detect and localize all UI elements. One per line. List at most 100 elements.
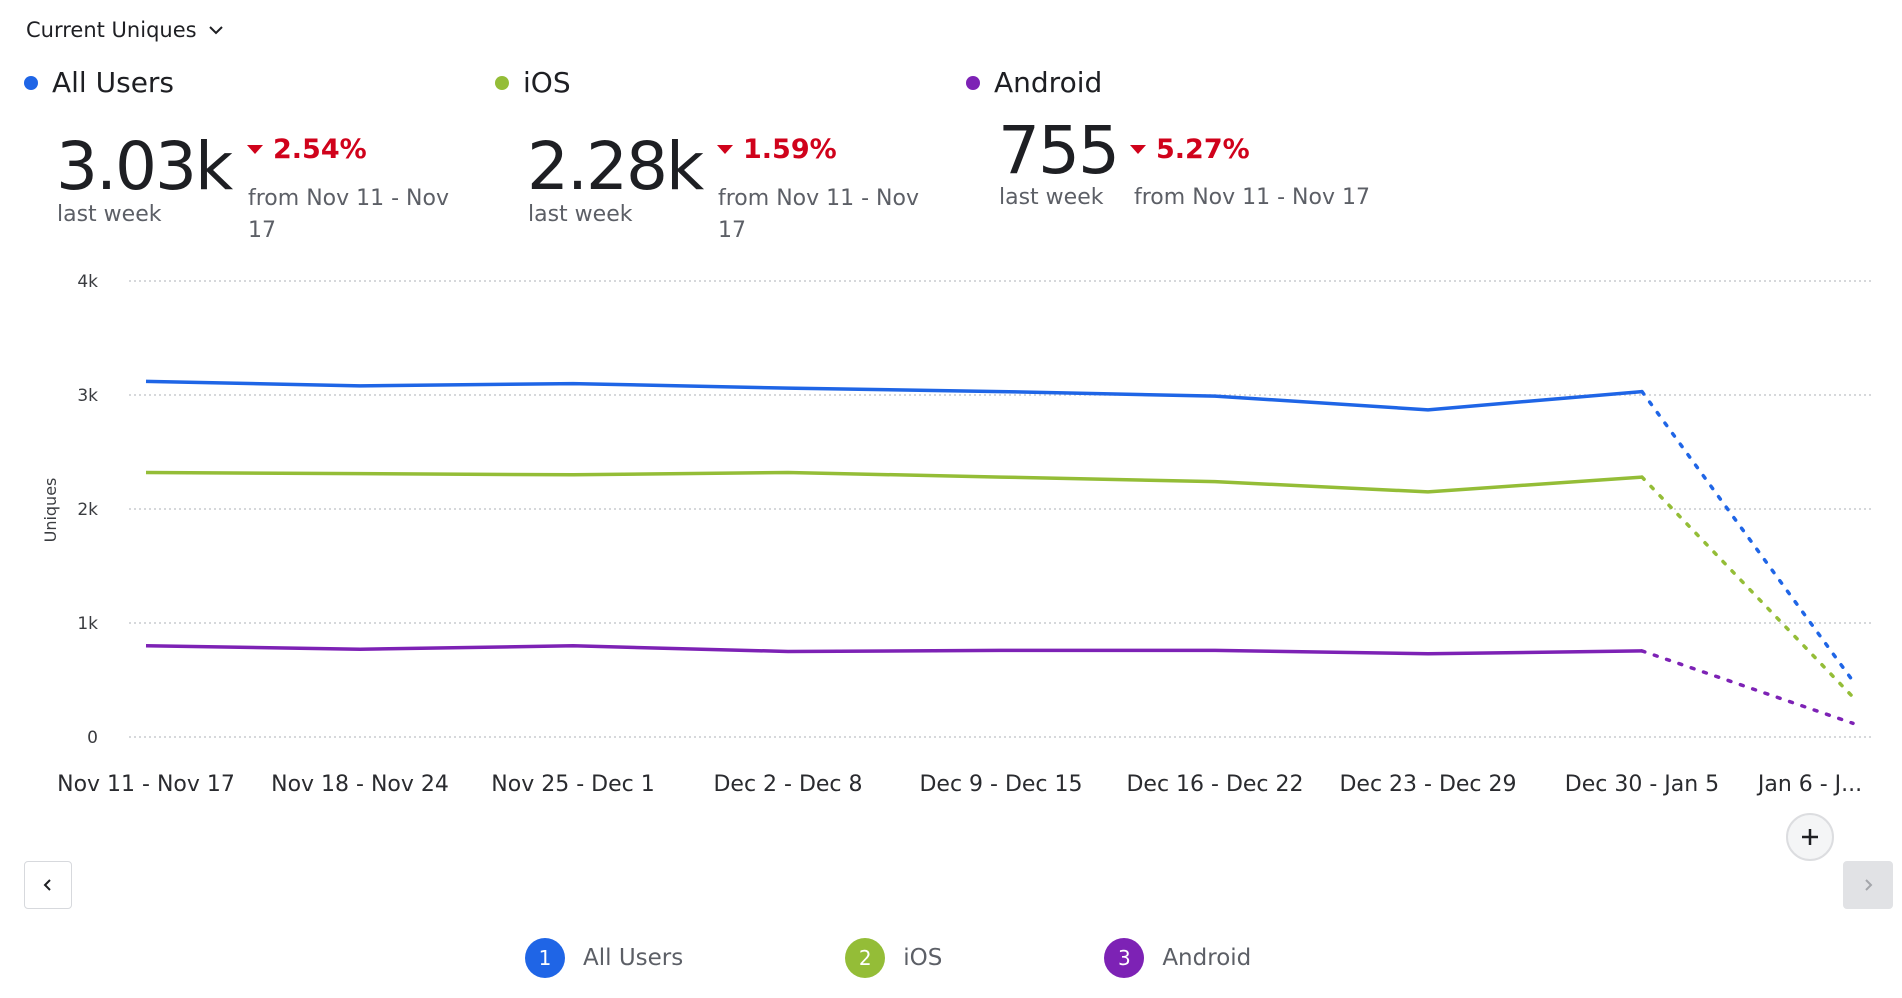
data-point[interactable] [1209, 390, 1221, 402]
data-point[interactable] [1422, 404, 1434, 416]
data-point[interactable] [1636, 386, 1648, 398]
summary-ios: iOS [495, 66, 571, 99]
chart-legend: 1 All Users 2 iOS 3 Android [525, 938, 1251, 978]
legend-label: All Users [583, 945, 684, 971]
summary-from: from Nov 11 - Nov 17 [718, 183, 919, 247]
all-users-dot-icon [24, 75, 38, 90]
data-point[interactable] [1636, 471, 1648, 483]
legend-badge: 1 [525, 938, 565, 978]
x-tick-label: Jan 6 - J... [1756, 772, 1862, 797]
data-point[interactable] [140, 467, 152, 479]
data-point[interactable] [995, 644, 1007, 656]
summary-series-name: iOS [523, 66, 571, 99]
data-point[interactable] [1422, 648, 1434, 660]
summary-from-line1: from Nov 11 - Nov [718, 186, 919, 211]
x-tick-label: Dec 2 - Dec 8 [713, 772, 862, 797]
summary-delta: 5.27% [1130, 134, 1250, 165]
summary-value-caption: last week [528, 202, 633, 227]
data-point[interactable] [782, 646, 794, 658]
data-point[interactable] [354, 380, 366, 392]
series-line-ios [145, 470, 1643, 494]
summary-series-name: All Users [52, 66, 175, 99]
next-page-button[interactable] [1843, 861, 1893, 909]
summary-from: from Nov 11 - Nov 17 [1134, 182, 1370, 214]
chevron-right-icon [1865, 879, 1873, 891]
legend-label: iOS [903, 945, 943, 971]
legend-badge: 3 [1104, 938, 1145, 978]
series-line-all-users [145, 379, 1643, 412]
legend-item-ios[interactable]: 2 iOS [845, 938, 942, 978]
summary-delta-value: 1.59% [743, 134, 837, 165]
data-point[interactable] [1847, 691, 1859, 703]
down-triangle-icon [717, 145, 733, 154]
x-tick-label: Dec 16 - Dec 22 [1126, 772, 1303, 797]
summary-delta-value: 2.54% [273, 134, 367, 165]
data-point[interactable] [782, 382, 794, 394]
summary-from-line2: 17 [248, 218, 276, 243]
summary-from-line1: from Nov 11 - Nov 17 [1134, 185, 1370, 210]
data-point[interactable] [140, 640, 152, 652]
chevron-left-icon [43, 879, 51, 891]
summary-value: 3.03k [56, 128, 233, 205]
summary-all-users: All Users [24, 66, 174, 99]
data-point[interactable] [567, 640, 579, 652]
data-point[interactable] [567, 469, 579, 481]
series-incomplete-line-ios [1640, 475, 1855, 699]
y-tick-label: 4k [77, 272, 98, 292]
x-tick-label: Nov 11 - Nov 17 [57, 772, 235, 797]
summary-value: 2.28k [527, 128, 704, 205]
summary-delta: 2.54% [247, 134, 367, 165]
summary-from-line1: from Nov 11 - Nov [248, 186, 449, 211]
y-tick-label: 0 [87, 728, 98, 748]
data-point[interactable] [1422, 486, 1434, 498]
data-point[interactable] [1847, 675, 1859, 687]
x-tick-label: Dec 30 - Jan 5 [1565, 772, 1719, 797]
y-tick-label: 2k [77, 500, 98, 520]
x-tick-label: Dec 23 - Dec 29 [1339, 772, 1516, 797]
legend-item-android[interactable]: 3 Android [1104, 938, 1251, 978]
y-tick-label: 3k [77, 386, 98, 406]
data-point[interactable] [140, 375, 152, 387]
zoom-in-button[interactable] [1786, 813, 1834, 861]
data-point[interactable] [567, 378, 579, 390]
data-point[interactable] [1209, 644, 1221, 656]
summary-series-name: Android [994, 66, 1103, 99]
summary-value-caption: last week [999, 185, 1104, 210]
legend-badge: 2 [845, 938, 886, 978]
x-tick-label: Nov 18 - Nov 24 [271, 772, 449, 797]
summary-from: from Nov 11 - Nov 17 [248, 183, 449, 247]
series-incomplete-line-all-users [1640, 389, 1855, 683]
summary-delta: 1.59% [717, 134, 837, 165]
y-tick-label: 1k [77, 614, 98, 634]
y-axis-label: Uniques [41, 478, 60, 543]
data-point[interactable] [782, 467, 794, 479]
data-point[interactable] [995, 386, 1007, 398]
data-point[interactable] [1847, 717, 1859, 729]
summary-value-caption: last week [57, 202, 162, 227]
summary-delta-value: 5.27% [1156, 134, 1250, 165]
ios-dot-icon [495, 75, 509, 90]
data-point[interactable] [1209, 476, 1221, 488]
legend-label: Android [1162, 945, 1252, 971]
summary-value: 755 [998, 112, 1120, 189]
data-point[interactable] [354, 468, 366, 480]
summary-android: Android [966, 66, 1102, 99]
down-triangle-icon [1130, 145, 1146, 154]
series-line-android [145, 644, 1643, 656]
android-dot-icon [966, 75, 980, 90]
metric-selector[interactable]: Current Uniques [26, 18, 225, 42]
down-triangle-icon [247, 145, 263, 154]
data-point[interactable] [1636, 645, 1648, 657]
plus-icon [1802, 829, 1818, 845]
metric-selector-label: Current Uniques [26, 18, 197, 42]
legend-item-all-users[interactable]: 1 All Users [525, 938, 683, 978]
x-tick-label: Nov 25 - Dec 1 [491, 772, 654, 797]
x-tick-label: Dec 9 - Dec 15 [919, 772, 1082, 797]
summary-from-line2: 17 [718, 218, 746, 243]
series-incomplete-line-android [1640, 649, 1855, 726]
data-point[interactable] [354, 643, 366, 655]
data-point[interactable] [995, 471, 1007, 483]
prev-page-button[interactable] [24, 861, 72, 909]
chevron-down-icon [208, 26, 223, 35]
